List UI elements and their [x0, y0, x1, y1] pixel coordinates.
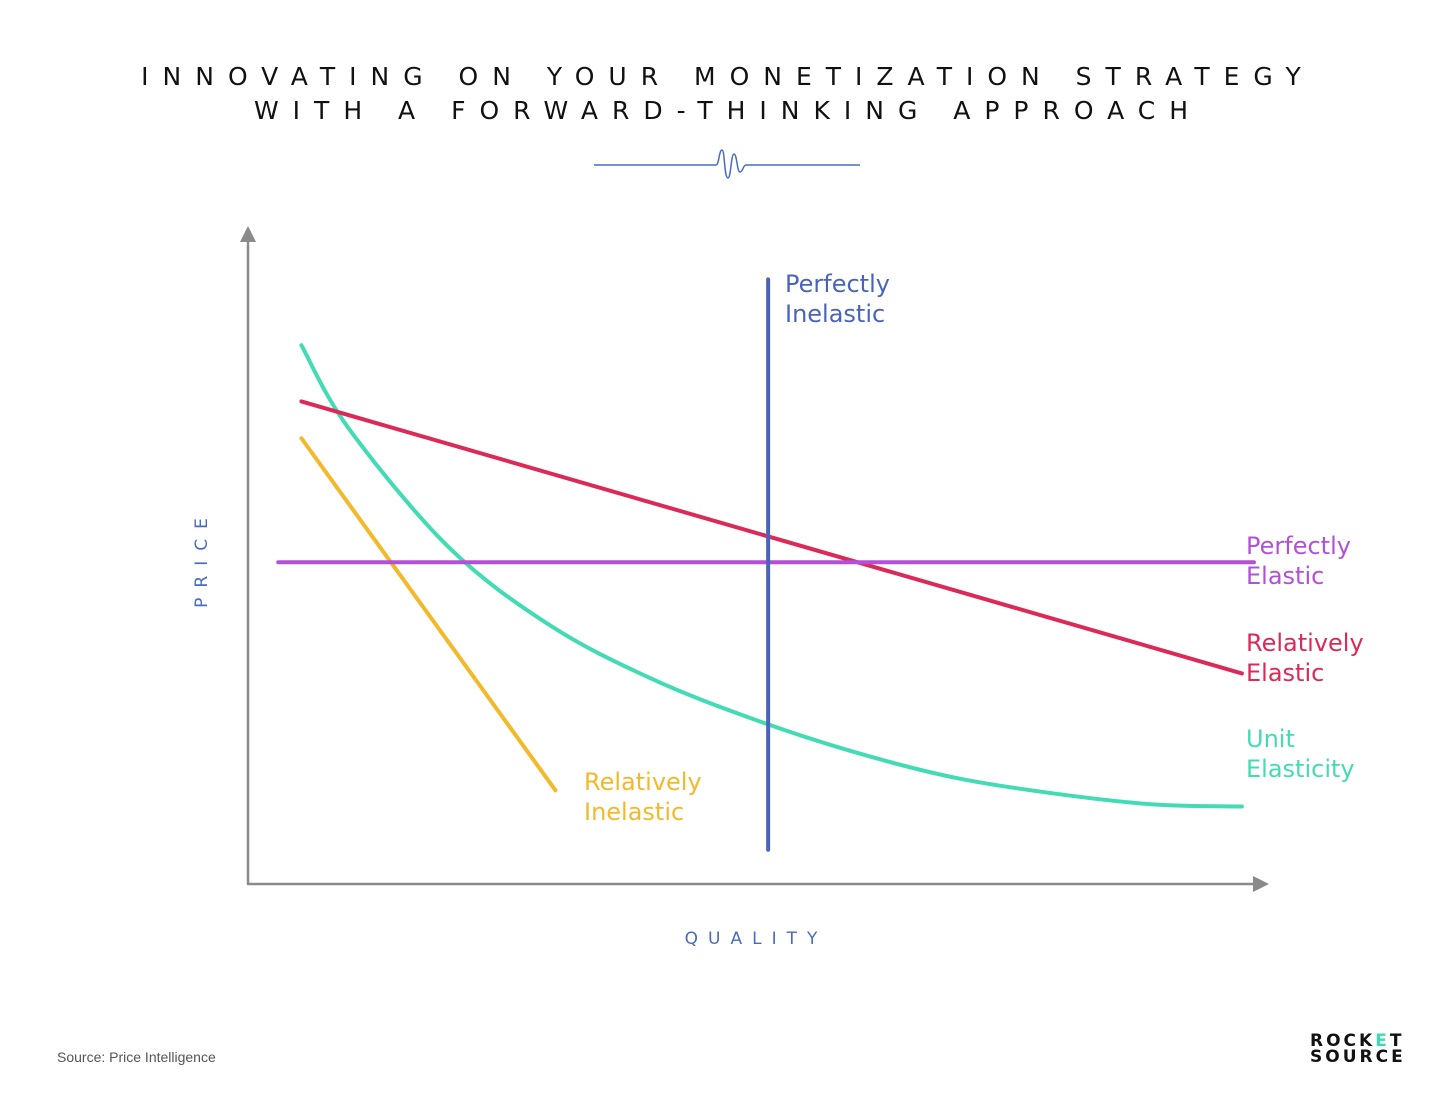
series-label-line: Unit	[1246, 725, 1295, 753]
title-divider-wave-icon	[594, 149, 860, 179]
series-label-line: Elasticity	[1246, 755, 1355, 783]
series-label-line: Relatively	[584, 768, 702, 796]
series-label-perfectly-elastic: Perfectly Elastic	[1246, 532, 1351, 590]
y-axis-arrow-icon	[240, 226, 256, 242]
series-lines	[276, 277, 1256, 852]
series-line-relatively-inelastic	[299, 436, 558, 793]
logo-text-1b: T	[1389, 1031, 1405, 1051]
series-label-relatively-elastic: Relatively Elastic	[1246, 629, 1364, 687]
series-label-line: Perfectly	[785, 270, 890, 298]
series-line-unit-elasticity	[299, 343, 1244, 809]
series-label-line: Elastic	[1246, 562, 1324, 590]
logo-line-2: SOURCE	[1310, 1047, 1406, 1067]
series-label-unit-elasticity: Unit Elasticity	[1246, 725, 1355, 783]
logo-text-1a: ROCK	[1310, 1031, 1376, 1051]
x-axis-arrow-icon	[1253, 876, 1269, 892]
series-line-relatively-elastic	[299, 399, 1244, 676]
rocketsource-logo: ROCKET SOURCE	[1310, 1031, 1406, 1067]
y-axis-title: PRICE	[192, 508, 212, 608]
x-axis-title: QUALITY	[685, 929, 828, 949]
source-note: Source: Price Intelligence	[57, 1049, 216, 1065]
series-label-line: Inelastic	[785, 300, 885, 328]
series-label-relatively-inelastic: Relatively Inelastic	[584, 768, 702, 826]
series-label-line: Inelastic	[584, 798, 684, 826]
chart-title-line-1: INNOVATING ON YOUR MONETIZATION STRATEGY	[141, 62, 1315, 91]
series-label-perfectly-inelastic: Perfectly Inelastic	[785, 270, 890, 328]
logo-accent-letter: E	[1375, 1031, 1390, 1051]
chart-title-line-2: WITH A FORWARD-THINKING APPROACH	[253, 96, 1203, 125]
series-label-line: Perfectly	[1246, 532, 1351, 560]
series-label-line: Relatively	[1246, 629, 1364, 657]
series-label-line: Elastic	[1246, 659, 1324, 687]
logo-line-1: ROCKET	[1310, 1031, 1406, 1051]
